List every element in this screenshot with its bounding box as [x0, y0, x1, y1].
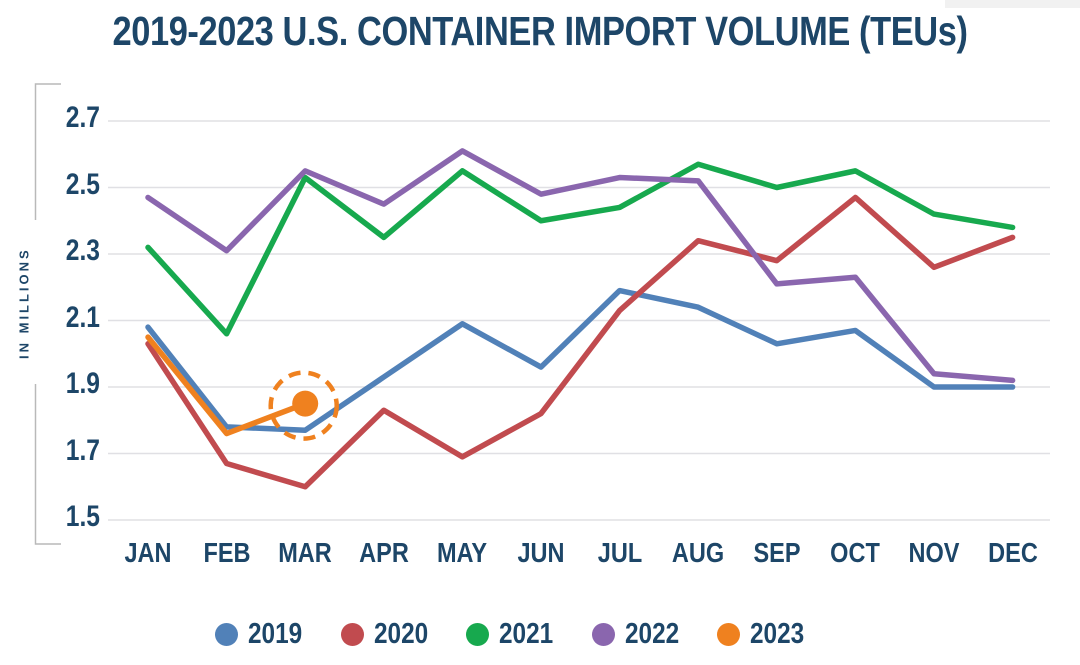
x-tick-label-jul: JUL [597, 537, 642, 568]
x-tick-label-jun: JUN [517, 537, 565, 568]
legend-label-2022: 2022 [624, 618, 679, 650]
y-tick-label-1.7: 1.7 [65, 433, 100, 467]
chart-title: 2019-2023 U.S. CONTAINER IMPORT VOLUME (… [112, 8, 968, 54]
series-line-2022 [145, 148, 1016, 384]
x-tick-label-aug: AUG [672, 537, 725, 568]
legend-dot-2023 [717, 622, 741, 646]
legend-item-2020: 2020 [340, 618, 439, 650]
highlight-dashed-circle-2023 [268, 370, 339, 441]
legend-label-2023: 2023 [750, 618, 805, 650]
legend-label-2020: 2020 [373, 618, 428, 650]
legend-dot-2020 [340, 622, 364, 646]
x-tick-label-oct: OCT [830, 537, 881, 568]
y-tick-label-1.9: 1.9 [65, 367, 100, 400]
legend-label-2021: 2021 [499, 618, 554, 650]
series-line-2019 [145, 287, 1016, 433]
legend-dot-2021 [466, 622, 490, 646]
y-axis-bracket [34, 83, 61, 545]
x-tick-label-mar: MAR [278, 537, 332, 568]
x-tick-label-nov: NOV [908, 537, 960, 568]
series-line-2023 [145, 334, 308, 437]
y-tick-label-2.7: 2.7 [65, 101, 100, 134]
legend-item-2021: 2021 [466, 619, 564, 649]
x-tick-label-feb: FEB [203, 537, 251, 568]
y-tick-label-1.5: 1.5 [65, 500, 100, 533]
legend: 2019 2020 2021 2022 2023 [0, 619, 1030, 649]
y-tick-label-2.3: 2.3 [65, 234, 100, 267]
x-tick-label-dec: DEC [987, 537, 1038, 568]
x-tick-label-sep: SEP [753, 537, 801, 568]
legend-dot-2022 [591, 622, 615, 646]
x-tick-label-apr: APR [358, 537, 409, 568]
y-axis-title: IN MILLIONS [16, 247, 32, 359]
series-line-2021 [145, 161, 1016, 337]
x-tick-label-may: MAY [437, 537, 488, 568]
legend-item-2023: 2023 [717, 619, 815, 649]
legend-item-2019: 2019 [215, 619, 313, 649]
series-line-2020 [145, 194, 1016, 490]
y-tick-label-2.1: 2.1 [65, 300, 100, 334]
highlight-point-2023-mar [292, 390, 319, 417]
y-tick-label-2.5: 2.5 [65, 167, 100, 201]
legend-item-2022: 2022 [591, 618, 690, 650]
x-tick-label-jan: JAN [124, 537, 172, 568]
legend-dot-2019 [215, 622, 239, 646]
legend-label-2019: 2019 [248, 618, 303, 650]
top-right-strip [945, 0, 1080, 8]
